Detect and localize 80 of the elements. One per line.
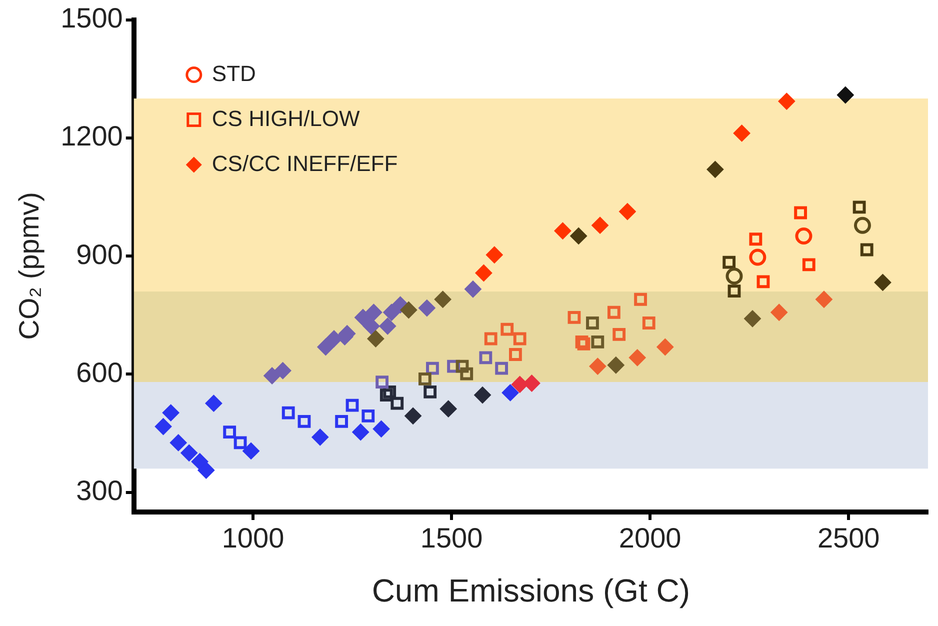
point bbox=[372, 420, 390, 438]
point bbox=[404, 407, 422, 424]
point bbox=[500, 322, 514, 336]
point bbox=[282, 406, 295, 420]
point bbox=[205, 394, 222, 412]
point bbox=[242, 442, 260, 460]
point bbox=[568, 311, 581, 324]
point bbox=[180, 444, 198, 462]
point bbox=[418, 300, 436, 317]
point bbox=[346, 398, 359, 412]
x-tick-label: 2000 bbox=[618, 522, 682, 554]
point bbox=[591, 335, 604, 348]
point bbox=[607, 306, 620, 319]
point bbox=[722, 256, 736, 269]
point bbox=[154, 418, 172, 436]
legend-label: CS HIGH/LOW bbox=[212, 106, 360, 131]
point bbox=[484, 332, 498, 346]
point bbox=[642, 316, 656, 330]
point bbox=[874, 274, 892, 291]
point bbox=[509, 348, 522, 361]
point bbox=[634, 292, 647, 306]
point bbox=[860, 243, 874, 256]
x-axis-title: Cum Emissions (Gt C) bbox=[372, 572, 690, 609]
x-tick-label: 1500 bbox=[420, 522, 483, 554]
point bbox=[502, 384, 519, 402]
point bbox=[706, 160, 724, 178]
point bbox=[274, 362, 292, 380]
point bbox=[474, 386, 492, 404]
point bbox=[726, 268, 743, 285]
point bbox=[424, 385, 437, 398]
point bbox=[523, 374, 540, 392]
point bbox=[312, 428, 329, 446]
point bbox=[570, 227, 588, 244]
point bbox=[380, 388, 393, 402]
point bbox=[223, 426, 236, 439]
x-tick-label: 2500 bbox=[817, 522, 880, 554]
point bbox=[362, 409, 375, 422]
point bbox=[434, 290, 452, 308]
legend-label: CS/CC INEFF/EFF bbox=[212, 150, 398, 176]
point bbox=[162, 404, 180, 422]
y-tick-label: 1500 bbox=[60, 2, 123, 34]
point bbox=[464, 280, 482, 298]
y-tick-label: 900 bbox=[76, 238, 123, 270]
point bbox=[460, 367, 474, 380]
point bbox=[367, 330, 384, 348]
y-tick-label: 600 bbox=[76, 356, 123, 388]
point bbox=[379, 318, 396, 335]
point bbox=[362, 318, 380, 335]
point bbox=[365, 304, 382, 321]
point bbox=[852, 200, 866, 214]
point bbox=[836, 86, 854, 104]
point bbox=[607, 356, 624, 374]
point bbox=[749, 248, 766, 266]
point bbox=[456, 360, 469, 373]
point bbox=[513, 332, 526, 346]
point bbox=[795, 227, 812, 244]
point bbox=[352, 424, 370, 441]
point bbox=[317, 338, 334, 356]
y-tick-label: 300 bbox=[76, 475, 123, 506]
point bbox=[383, 304, 400, 321]
point bbox=[335, 414, 348, 428]
point bbox=[170, 434, 187, 452]
point bbox=[198, 462, 215, 479]
legend-label: STD bbox=[212, 60, 256, 86]
point bbox=[354, 308, 372, 326]
point bbox=[586, 316, 599, 330]
point bbox=[744, 310, 761, 328]
point bbox=[298, 414, 311, 428]
point bbox=[418, 372, 432, 386]
point bbox=[728, 284, 741, 298]
point bbox=[854, 216, 871, 234]
y-axis-title: CO₂ (ppmv) bbox=[14, 192, 45, 340]
point bbox=[390, 396, 404, 410]
point bbox=[400, 302, 418, 318]
point bbox=[234, 436, 247, 450]
point bbox=[440, 400, 457, 418]
x-tick-label: 1000 bbox=[222, 522, 284, 554]
y-tick-label: 1200 bbox=[60, 120, 123, 152]
point bbox=[612, 328, 626, 341]
point bbox=[264, 367, 281, 384]
